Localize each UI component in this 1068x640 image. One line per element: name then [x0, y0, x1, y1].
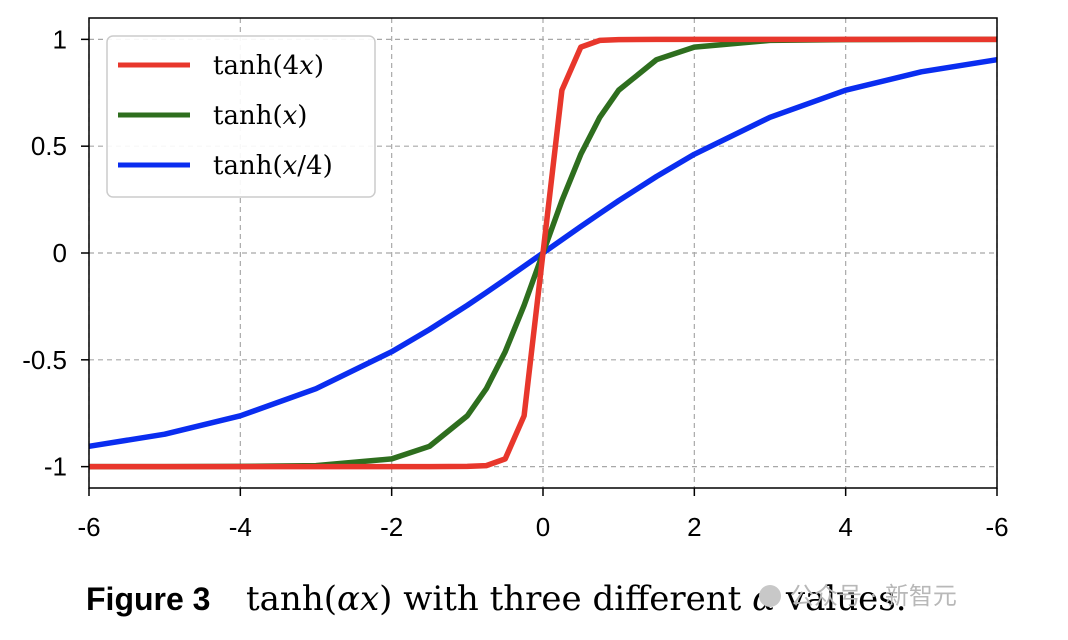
watermark: 公众号 · 新智元	[759, 582, 957, 610]
watermark-text: 公众号 · 新智元	[790, 582, 957, 610]
y-tick-label: 0.5	[31, 131, 67, 161]
x-tick-label: 0	[536, 512, 550, 542]
x-tick-label: -6	[77, 512, 100, 542]
y-tick-label: 0	[53, 238, 67, 268]
x-tick-label: -6	[985, 512, 1008, 542]
x-tick-label: 2	[687, 512, 701, 542]
x-tick-label: -2	[380, 512, 403, 542]
caption-text: tanh(αx) with three different α values.	[246, 579, 907, 619]
axis-ticks: -6 -4 -2 0 2 4 -6 1 0.5 0 -0.5 -1	[22, 24, 1008, 542]
legend-label-tanh-x-over-4: tanh(x/4)	[213, 151, 333, 181]
wechat-icon	[759, 585, 781, 607]
caption-label: Figure 3	[86, 581, 210, 617]
legend: tanh(4x) tanh(x) tanh(x/4)	[106, 35, 376, 198]
x-tick-label: 4	[838, 512, 852, 542]
legend-box	[106, 35, 376, 198]
legend-label-tanh-x: tanh(x)	[213, 101, 307, 131]
legend-label-tanh-4x: tanh(4x)	[213, 51, 324, 81]
series-tanh-4x	[89, 36, 997, 470]
y-tick-label: -0.5	[22, 345, 67, 375]
figure-caption: Figure 3 tanh(αx) with three different α…	[86, 579, 907, 619]
y-tick-label: 1	[53, 24, 67, 54]
y-tick-label: -1	[44, 452, 67, 482]
plot-lines	[88, 36, 998, 470]
x-tick-label: -4	[229, 512, 252, 542]
